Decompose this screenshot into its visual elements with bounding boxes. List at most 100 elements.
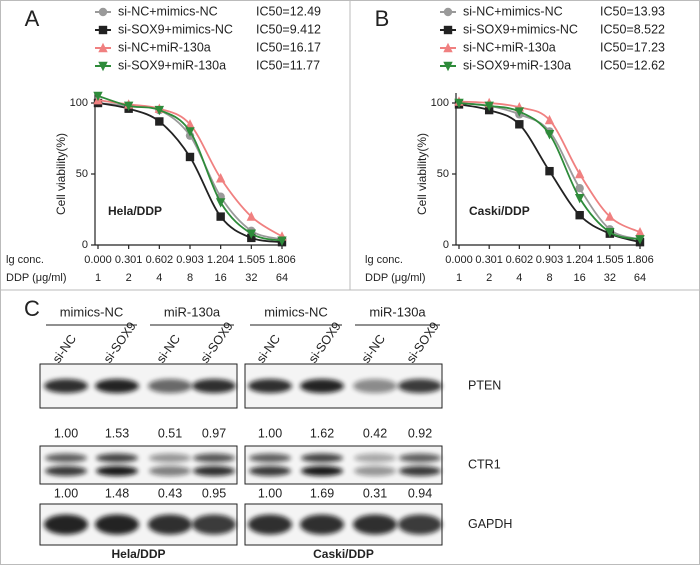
protein-label: GAPDH	[468, 517, 512, 531]
legend-label: si-NC+miR-130a	[463, 40, 556, 54]
x-tick-label: 0.602	[506, 254, 534, 266]
x-tick-label: 1.505	[596, 254, 624, 266]
x-tick-label: 0.000	[84, 254, 112, 266]
data-point	[605, 228, 615, 238]
legend-marker	[98, 42, 108, 53]
legend-marker	[98, 25, 108, 35]
blot-box	[244, 445, 443, 485]
data-point	[215, 173, 226, 183]
x-tick-label: 1.806	[626, 254, 654, 266]
protein-label: PTEN	[468, 378, 501, 392]
y-tick-label: 0	[82, 239, 88, 251]
band	[192, 514, 236, 535]
data-point	[575, 184, 584, 193]
band	[44, 379, 88, 393]
annotation: Caski/DDP	[469, 204, 530, 218]
protein-label: CTR1	[468, 457, 501, 471]
ratio-label: 0.43	[158, 486, 182, 500]
ratio-label: 0.94	[408, 486, 432, 500]
legend-label: si-SOX9+mimics-NC	[118, 22, 233, 36]
data-point	[484, 101, 494, 112]
dose-title: DDP (μg/ml)	[365, 272, 426, 284]
band	[354, 466, 396, 476]
legend-label: si-SOX9+miR-130a	[118, 58, 226, 72]
x-tick-label: 1.204	[566, 254, 594, 266]
ic50-label: IC50=16.17	[256, 40, 321, 54]
band	[96, 453, 138, 463]
x-label: lg conc.	[365, 254, 403, 266]
ratio-label: 0.31	[363, 486, 387, 500]
lane-label: si-NC	[359, 332, 388, 366]
lane-label: si-SOX9	[404, 319, 442, 365]
band	[44, 514, 88, 535]
ratio-label: 1.69	[310, 486, 334, 500]
data-point	[635, 235, 645, 245]
y-tick-label: 50	[437, 168, 449, 180]
legend-label: si-SOX9+mimics-NC	[463, 22, 578, 36]
legend-label: si-NC+miR-130a	[118, 40, 211, 54]
ratio-label: 1.53	[105, 426, 129, 440]
band	[354, 453, 396, 463]
dose-label: 8	[546, 272, 552, 284]
band	[249, 453, 291, 463]
dose-label: 64	[276, 272, 288, 284]
data-point	[277, 236, 287, 246]
band	[301, 466, 343, 476]
y-tick-label: 100	[431, 97, 449, 109]
band	[149, 466, 191, 476]
data-point	[514, 107, 525, 117]
ic50-label: IC50=17.23	[600, 40, 665, 54]
dose-label: 1	[456, 272, 462, 284]
ratio-label: 0.92	[408, 426, 432, 440]
ratio-label: 1.48	[105, 486, 129, 500]
group-label: mimics-NC	[264, 304, 328, 319]
legend-marker	[98, 61, 108, 72]
data-point	[605, 211, 615, 221]
lane-label: si-SOX9	[101, 319, 139, 365]
annotation: Hela/DDP	[108, 204, 162, 218]
panel-label: B	[375, 6, 390, 31]
band	[149, 453, 191, 463]
legend-marker	[443, 7, 453, 17]
ic50-label: IC50=12.49	[256, 4, 321, 18]
band	[300, 379, 344, 393]
data-point	[185, 127, 195, 137]
data-point	[545, 166, 554, 176]
x-tick-label: 0.903	[176, 254, 204, 266]
data-point	[154, 105, 165, 116]
y-tick-label: 0	[443, 239, 449, 251]
band	[353, 379, 397, 393]
data-point	[544, 130, 555, 140]
data-point	[216, 212, 225, 221]
ic50-label: IC50=11.77	[256, 58, 320, 72]
ratio-label: 0.95	[202, 486, 226, 500]
dose-label: 16	[574, 272, 586, 284]
band	[398, 379, 442, 393]
data-point	[185, 152, 195, 162]
band	[95, 514, 139, 535]
legend-marker	[98, 7, 108, 17]
group-label: mimics-NC	[60, 304, 124, 319]
legend-label: si-NC+mimics-NC	[463, 4, 563, 18]
ic50-label: IC50=12.62	[600, 58, 665, 72]
dose-label: 32	[245, 272, 257, 284]
band	[96, 466, 138, 476]
data-point	[93, 91, 103, 102]
x-tick-label: 1.806	[268, 254, 296, 266]
band	[148, 514, 192, 535]
dose-label: 4	[516, 272, 522, 284]
y-label: Cell viability(%)	[54, 133, 68, 215]
legend-label: si-NC+mimics-NC	[118, 4, 218, 18]
band	[248, 514, 292, 535]
ic50-label: IC50=9.412	[256, 22, 321, 36]
lane-label: si-SOX9	[306, 319, 344, 365]
data-point	[454, 98, 464, 109]
band	[192, 379, 236, 393]
band	[399, 453, 441, 463]
band	[249, 466, 291, 476]
y-tick-label: 100	[70, 97, 88, 109]
lane-label: si-NC	[254, 332, 283, 366]
data-point	[246, 211, 257, 221]
